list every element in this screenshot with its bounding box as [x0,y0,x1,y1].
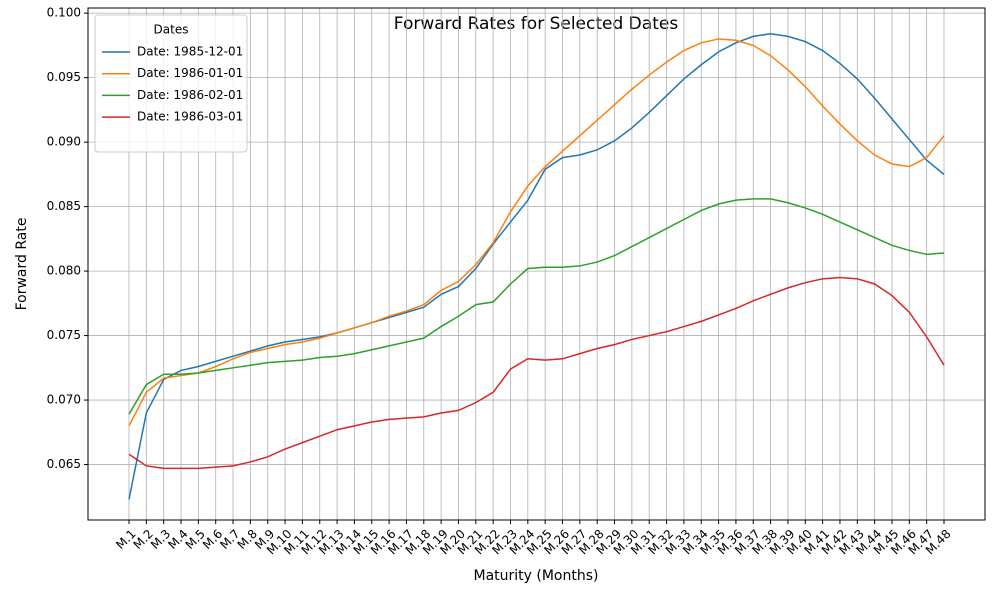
legend-label: Date: 1986-02-01 [137,88,243,102]
y-axis-label: Forward Rate [14,218,30,311]
chart-title: Forward Rates for Selected Dates [394,14,679,34]
y-tick-label: 0.090 [47,135,81,149]
series-line [128,38,945,427]
y-tick-label: 0.080 [47,264,81,278]
x-axis-label: Maturity (Months) [474,568,599,584]
y-tick-label: 0.070 [47,393,81,407]
legend-label: Date: 1986-03-01 [137,110,243,124]
y-tick-label: 0.100 [47,6,81,20]
y-tick-label: 0.075 [47,328,81,342]
y-tick-label: 0.095 [47,70,81,84]
legend: Dates Date: 1985-12-01 Date: 1986-01-01 Da… [94,14,248,153]
series-line [128,33,945,500]
series-line [128,198,945,415]
axes-frame [87,7,986,521]
legend-title: Dates [154,23,189,37]
series-line [128,276,945,470]
legend-label: Date: 1986-01-01 [137,66,243,80]
legend-label: Date: 1985-12-01 [137,45,243,59]
y-tick-label: 0.085 [47,199,81,213]
y-tick-label: 0.065 [47,457,81,471]
legend-box [94,14,248,153]
plot-layer [128,33,945,500]
